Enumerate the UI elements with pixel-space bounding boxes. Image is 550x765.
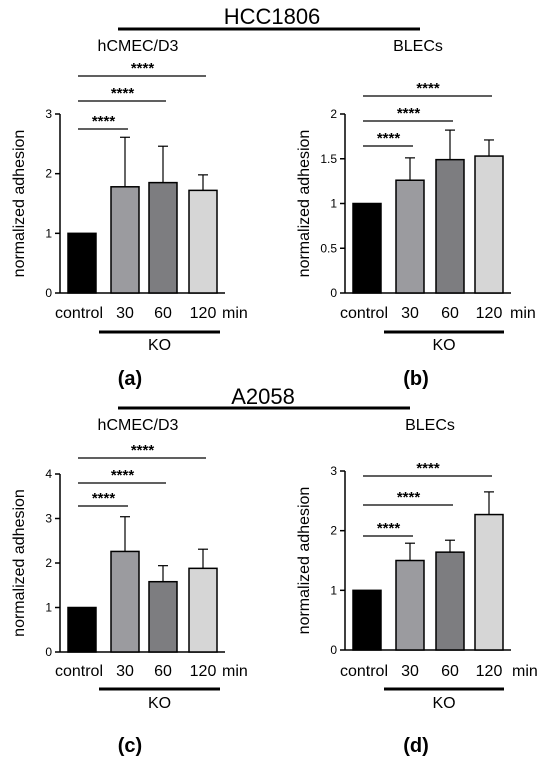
bar <box>67 606 97 653</box>
y-tick-label: 0 <box>330 286 337 300</box>
section-header-hcc1806: HCC1806 <box>118 4 420 31</box>
y-tick-label: 1 <box>330 583 337 597</box>
bar <box>67 232 97 294</box>
bar <box>148 181 178 294</box>
x-tick-label: 60 <box>154 305 172 322</box>
significance-label: **** <box>131 442 155 459</box>
bar <box>474 155 504 294</box>
cell-label: hCMEC/D3 <box>98 38 179 55</box>
y-tick-label: 2 <box>330 524 337 538</box>
y-axis-label: normalized adhesion <box>296 130 313 278</box>
ko-group-label: KO <box>432 337 455 354</box>
significance-label: **** <box>416 80 440 97</box>
chart-c: 0 1 2 3 4 normalized adhesion control 30 60 120 mi… <box>11 442 248 712</box>
y-tick-label: 1.5 <box>320 152 337 166</box>
x-tick-label: 30 <box>116 663 134 680</box>
y-tick-label: 1 <box>45 601 52 615</box>
y-tick-label: 1 <box>45 226 52 240</box>
y-tick-label: 0.5 <box>320 241 337 255</box>
section-header-a2058: A2058 <box>118 384 410 410</box>
panel-label: (d) <box>403 735 429 757</box>
chart-b: 0 0.5 1 1.5 2 normalized adhesion control 30 60 1… <box>296 80 536 354</box>
x-tick-label: 120 <box>476 663 503 680</box>
y-tick-label: 2 <box>45 167 52 181</box>
y-tick-label: 2 <box>45 556 52 570</box>
x-tick-label: control <box>55 305 103 322</box>
y-axis-label: normalized adhesion <box>11 489 28 637</box>
bar <box>395 179 425 294</box>
bar <box>110 550 140 653</box>
chart-d: 0 1 2 3 normalized adhesion control 30 60 120 min… <box>296 460 538 712</box>
bar <box>352 589 382 651</box>
x-tick-label: 60 <box>154 663 172 680</box>
y-axis-label: normalized adhesion <box>11 130 28 278</box>
bar <box>188 189 218 294</box>
section-title: A2058 <box>231 384 295 409</box>
panel-label: (b) <box>403 368 429 390</box>
y-tick-label: 2 <box>330 107 337 121</box>
significance-label: **** <box>92 490 116 507</box>
y-tick-label: 3 <box>45 107 52 121</box>
bar <box>110 186 140 294</box>
x-tick-label: 30 <box>116 305 134 322</box>
bar <box>148 580 178 653</box>
chart-a: 0 1 2 3 normalized adhesion control 30 60 120 min… <box>11 60 248 354</box>
panel-label: (a) <box>118 368 142 390</box>
cell-label: hCMEC/D3 <box>98 417 179 434</box>
section-title: HCC1806 <box>224 4 321 29</box>
significance-label: **** <box>92 113 116 130</box>
significance-label: **** <box>111 467 135 484</box>
x-tick-label: 120 <box>476 305 503 322</box>
bar <box>352 202 382 294</box>
significance-label: **** <box>416 460 440 477</box>
x-tick-label: control <box>340 305 388 322</box>
significance-label: **** <box>377 520 401 537</box>
x-tick-label: 60 <box>441 663 459 680</box>
y-tick-label: 4 <box>45 467 52 481</box>
y-tick-label: 3 <box>45 512 52 526</box>
y-tick-label: 1 <box>330 197 337 211</box>
cell-label: BLECs <box>405 417 455 434</box>
x-tick-label: 30 <box>401 663 419 680</box>
x-tick-label: 120 <box>190 663 217 680</box>
bar <box>474 513 504 651</box>
y-tick-label: 0 <box>45 645 52 659</box>
x-unit-label: min <box>222 305 248 322</box>
x-tick-label: control <box>55 663 103 680</box>
cell-label: BLECs <box>393 38 443 55</box>
y-axis-label: normalized adhesion <box>296 487 313 635</box>
x-tick-label: 30 <box>401 305 419 322</box>
significance-label: **** <box>377 130 401 147</box>
significance-label: **** <box>397 105 421 122</box>
y-tick-label: 3 <box>330 464 337 478</box>
bar <box>435 551 465 651</box>
significance-label: **** <box>131 60 155 77</box>
ko-group-label: KO <box>432 695 455 712</box>
x-unit-label: min <box>512 663 538 680</box>
bar <box>188 567 218 653</box>
x-tick-label: control <box>340 663 388 680</box>
bar <box>435 158 465 294</box>
y-tick-label: 0 <box>45 286 52 300</box>
x-unit-label: min <box>510 305 536 322</box>
ko-group-label: KO <box>148 695 171 712</box>
significance-label: **** <box>397 489 421 506</box>
bar <box>395 559 425 651</box>
ko-group-label: KO <box>148 337 171 354</box>
y-tick-label: 0 <box>330 643 337 657</box>
significance-label: **** <box>111 85 135 102</box>
x-tick-label: 120 <box>190 305 217 322</box>
panel-label: (c) <box>118 735 142 757</box>
x-unit-label: min <box>222 663 248 680</box>
x-tick-label: 60 <box>441 305 459 322</box>
